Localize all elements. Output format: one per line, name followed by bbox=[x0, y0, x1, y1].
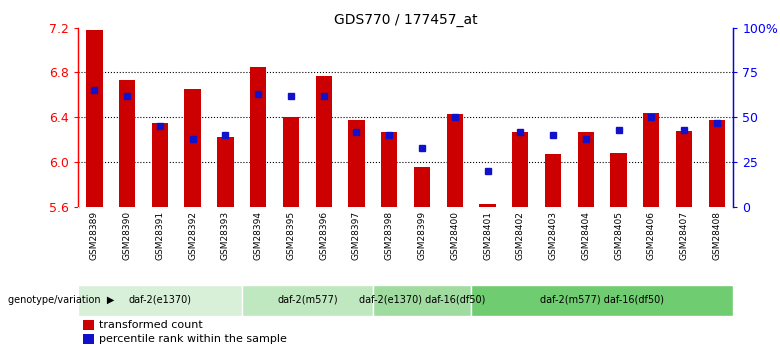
Bar bbox=[578, 132, 594, 207]
Bar bbox=[610, 153, 627, 207]
Bar bbox=[479, 204, 496, 207]
Text: daf-2(e1370): daf-2(e1370) bbox=[129, 295, 191, 304]
Text: GSM28395: GSM28395 bbox=[286, 211, 296, 260]
Bar bbox=[217, 138, 234, 207]
Bar bbox=[381, 132, 398, 207]
Text: GSM28406: GSM28406 bbox=[647, 211, 656, 260]
Text: genotype/variation  ▶: genotype/variation ▶ bbox=[8, 295, 114, 305]
Text: GSM28391: GSM28391 bbox=[155, 211, 165, 260]
Bar bbox=[250, 67, 267, 207]
Bar bbox=[86, 30, 102, 207]
Title: GDS770 / 177457_at: GDS770 / 177457_at bbox=[334, 12, 477, 27]
Bar bbox=[349, 119, 365, 207]
Bar bbox=[83, 320, 94, 330]
Bar bbox=[544, 154, 562, 207]
Text: GSM28398: GSM28398 bbox=[385, 211, 394, 260]
Text: transformed count: transformed count bbox=[99, 320, 203, 330]
Bar bbox=[471, 285, 733, 316]
Text: GSM28402: GSM28402 bbox=[516, 211, 525, 260]
Bar bbox=[373, 285, 471, 316]
Bar bbox=[413, 167, 431, 207]
Bar bbox=[447, 114, 463, 207]
Bar bbox=[78, 285, 242, 316]
Bar bbox=[315, 76, 332, 207]
Bar bbox=[242, 285, 373, 316]
Bar bbox=[512, 132, 529, 207]
Text: percentile rank within the sample: percentile rank within the sample bbox=[99, 334, 287, 344]
Text: daf-2(m577) daf-16(df50): daf-2(m577) daf-16(df50) bbox=[541, 295, 664, 304]
Bar bbox=[119, 80, 136, 207]
Text: GSM28400: GSM28400 bbox=[450, 211, 459, 260]
Text: GSM28389: GSM28389 bbox=[90, 211, 99, 260]
Text: GSM28392: GSM28392 bbox=[188, 211, 197, 260]
Text: GSM28408: GSM28408 bbox=[712, 211, 722, 260]
Text: daf-2(m577): daf-2(m577) bbox=[277, 295, 338, 304]
Text: GSM28396: GSM28396 bbox=[319, 211, 328, 260]
Bar bbox=[83, 334, 94, 344]
Text: GSM28404: GSM28404 bbox=[581, 211, 590, 260]
Bar bbox=[282, 117, 300, 207]
Text: GSM28403: GSM28403 bbox=[548, 211, 558, 260]
Text: GSM28397: GSM28397 bbox=[352, 211, 361, 260]
Bar bbox=[709, 119, 725, 207]
Bar bbox=[185, 89, 201, 207]
Bar bbox=[644, 113, 660, 207]
Text: GSM28393: GSM28393 bbox=[221, 211, 230, 260]
Text: daf-2(e1370) daf-16(df50): daf-2(e1370) daf-16(df50) bbox=[359, 295, 485, 304]
Text: GSM28407: GSM28407 bbox=[679, 211, 689, 260]
Text: GSM28401: GSM28401 bbox=[483, 211, 492, 260]
Text: GSM28399: GSM28399 bbox=[417, 211, 427, 260]
Bar bbox=[151, 123, 168, 207]
Bar bbox=[676, 131, 693, 207]
Text: GSM28390: GSM28390 bbox=[122, 211, 132, 260]
Text: GSM28394: GSM28394 bbox=[254, 211, 263, 260]
Text: GSM28405: GSM28405 bbox=[614, 211, 623, 260]
